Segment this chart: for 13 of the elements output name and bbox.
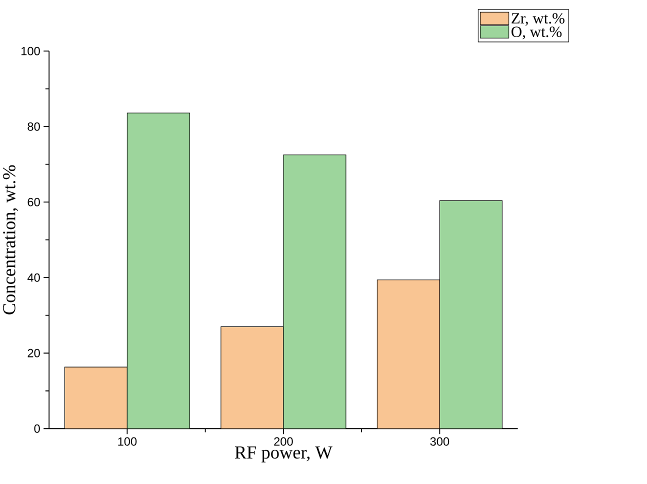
y-tick-label: 100 [21, 46, 40, 56]
y-tick-label: 40 [27, 273, 40, 282]
legend-label: Zr, wt.% [512, 12, 564, 26]
x-tick-label: 200 [274, 437, 293, 446]
y-tick-label: 80 [28, 122, 40, 131]
y-axis-title: Concentration, wt.% [3, 165, 18, 314]
legend-label: O, wt.% [512, 26, 562, 40]
x-axis-title: RF power, W [234, 446, 332, 462]
x-tick-label: 100 [118, 437, 137, 446]
x-tick-label: 300 [430, 437, 450, 446]
y-tick-label: 0 [34, 424, 40, 433]
y-tick-label: 60 [28, 198, 40, 206]
y-tick-label: 20 [28, 348, 40, 358]
